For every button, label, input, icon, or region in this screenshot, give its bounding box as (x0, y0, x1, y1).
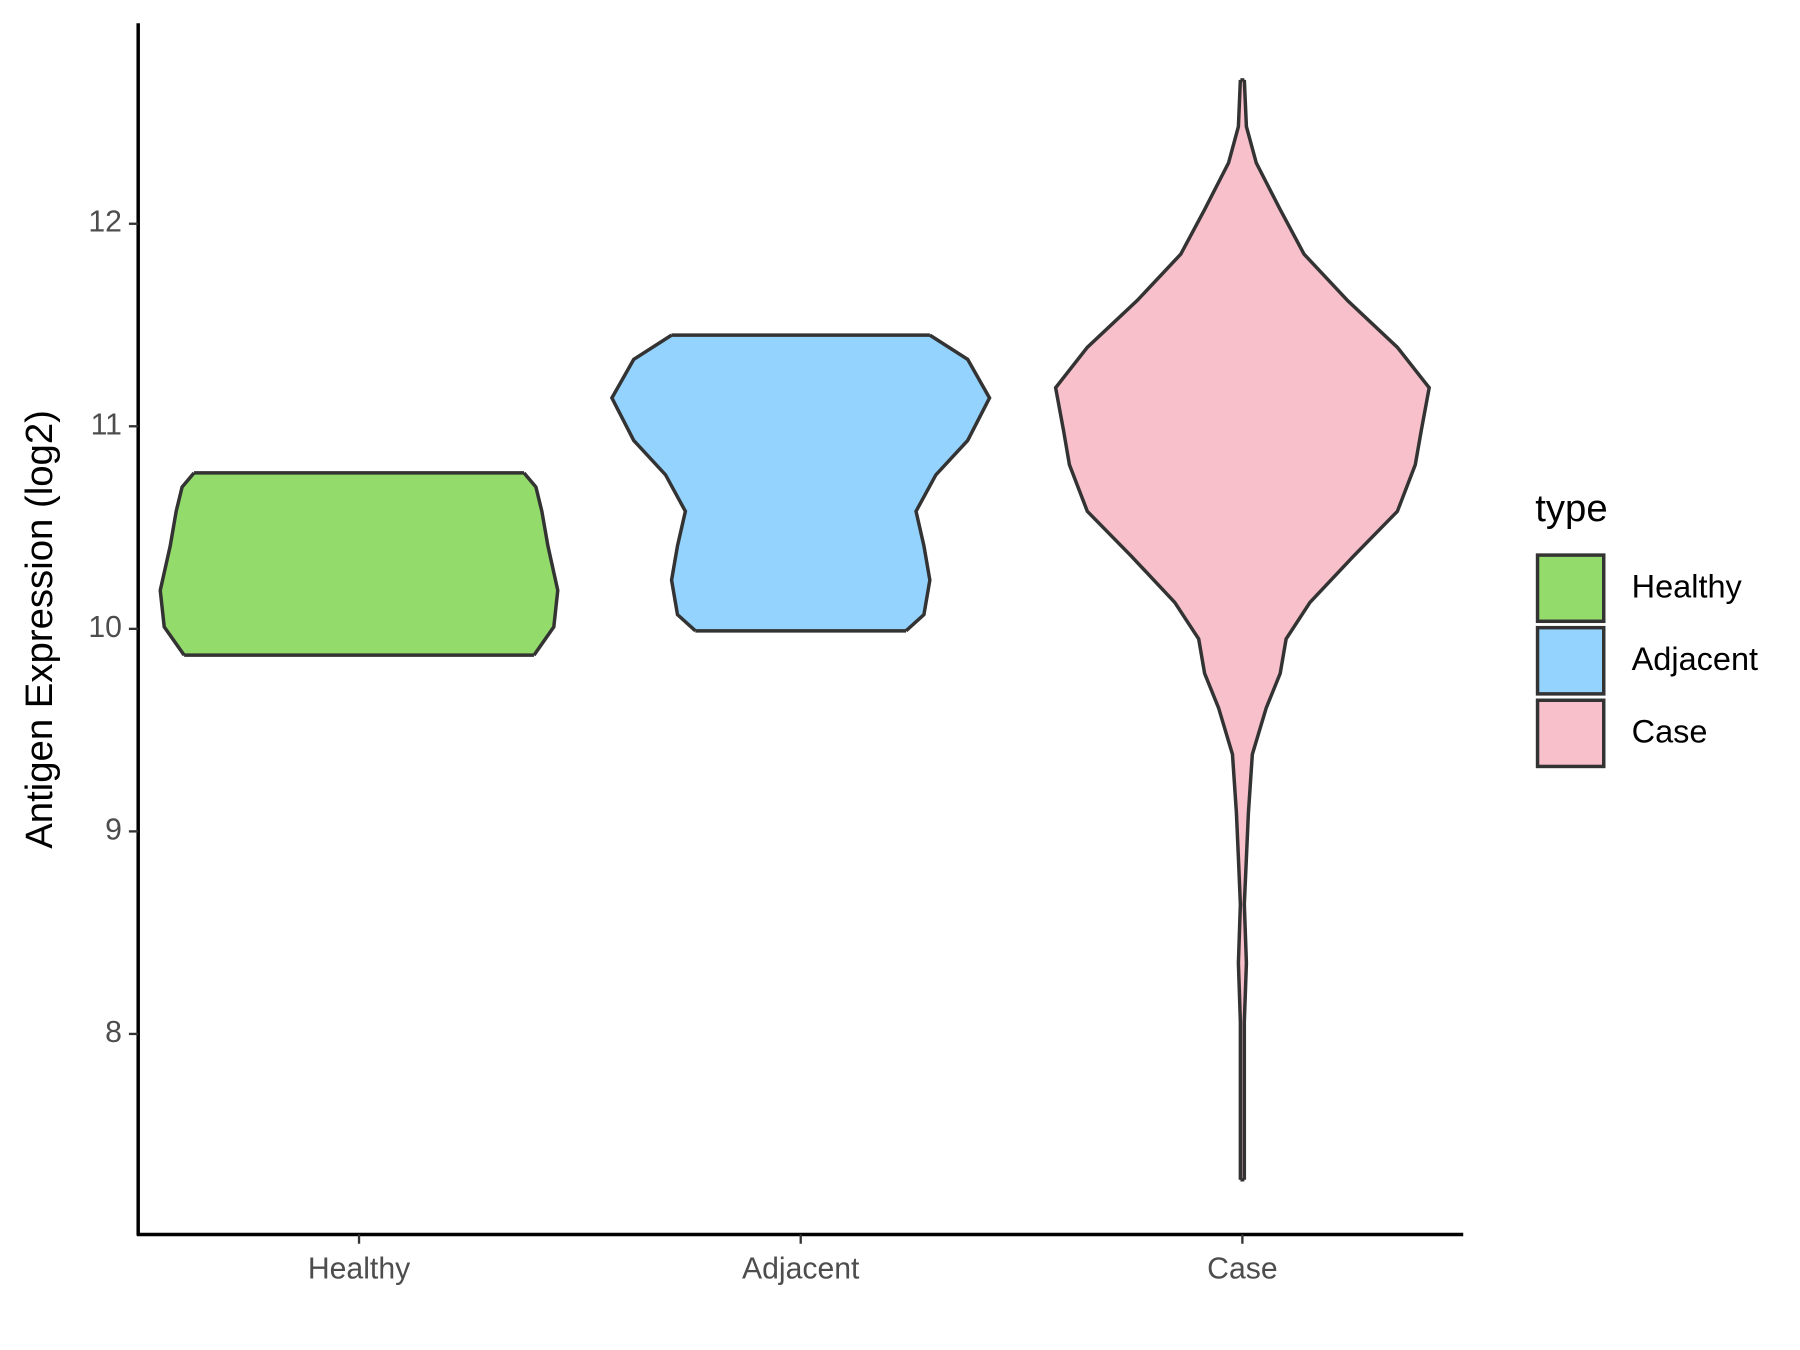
x-tick-label: Case (1207, 1252, 1277, 1285)
y-tick-label: 11 (91, 408, 122, 441)
y-tick-label: 12 (88, 206, 122, 239)
legend-label: Case (1632, 714, 1708, 750)
violin-edge (904, 333, 992, 633)
violin-body (611, 335, 990, 631)
legend-label: Adjacent (1632, 641, 1758, 677)
legend-label: Healthy (1632, 568, 1743, 604)
y-tick-label: 8 (105, 1016, 122, 1049)
x-tick-label: Healthy (308, 1252, 411, 1285)
y-tick-label: 9 (105, 813, 122, 846)
violin-edge (158, 471, 196, 657)
violin-edge (609, 333, 697, 633)
violin-body (160, 472, 558, 656)
legend-key (1535, 625, 1606, 696)
legend-key (1535, 553, 1606, 624)
x-tick-label: Adjacent (742, 1252, 860, 1285)
violin-body (1055, 79, 1430, 1180)
violin-edge (522, 471, 560, 657)
violin-edge (1053, 79, 1243, 1180)
legend-key (1535, 698, 1606, 769)
y-axis-title: Antigen Expression (log2) (18, 410, 61, 849)
y-tick-label: 10 (88, 611, 122, 644)
legend-title: type (1535, 487, 1607, 530)
violin-edge (1242, 79, 1432, 1180)
